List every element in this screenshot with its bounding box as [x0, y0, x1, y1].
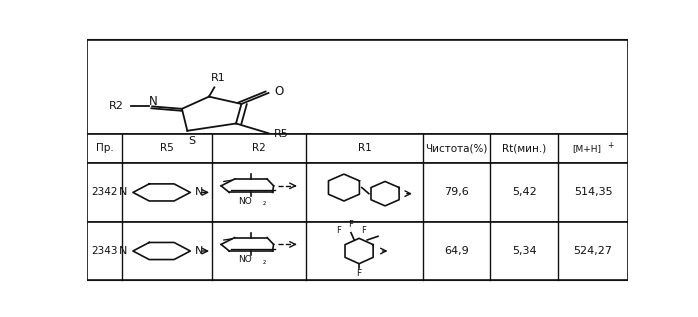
Bar [87, 41, 628, 134]
Text: Чистота(%): Чистота(%) [425, 144, 488, 153]
Text: N: N [119, 187, 128, 197]
Text: [M+H]: [M+H] [572, 144, 601, 153]
Text: F: F [348, 220, 353, 229]
Text: 524,27: 524,27 [574, 246, 613, 256]
Text: 64,9: 64,9 [444, 246, 469, 256]
Text: N: N [149, 95, 158, 108]
Text: 514,35: 514,35 [574, 187, 612, 197]
Text: ₂: ₂ [262, 198, 266, 207]
Bar [87, 134, 628, 163]
Text: N: N [195, 187, 203, 197]
Text: Rt(мин.): Rt(мин.) [502, 144, 547, 153]
Text: NO: NO [239, 197, 253, 206]
Text: R2: R2 [252, 144, 266, 153]
Text: R1: R1 [357, 144, 371, 153]
Text: 5,42: 5,42 [512, 187, 537, 197]
Bar [87, 163, 628, 222]
Text: S: S [188, 136, 195, 146]
Text: 5,34: 5,34 [512, 246, 536, 256]
Text: NO: NO [239, 256, 253, 264]
Text: F: F [361, 226, 366, 235]
Text: R2: R2 [109, 101, 124, 111]
Text: 79,6: 79,6 [444, 187, 469, 197]
Text: R5: R5 [274, 129, 289, 139]
Text: N: N [195, 246, 203, 256]
Bar [87, 222, 628, 280]
Text: R5: R5 [160, 144, 174, 153]
Text: N: N [119, 246, 128, 256]
Text: O: O [274, 85, 283, 98]
Text: F: F [336, 226, 341, 235]
Text: Пр.: Пр. [96, 144, 114, 153]
Text: ₂: ₂ [262, 257, 266, 266]
Text: +: + [608, 141, 614, 150]
Text: 2342: 2342 [91, 187, 118, 197]
Text: F: F [357, 269, 362, 278]
Text: R1: R1 [211, 73, 226, 83]
Text: 2343: 2343 [91, 246, 118, 256]
